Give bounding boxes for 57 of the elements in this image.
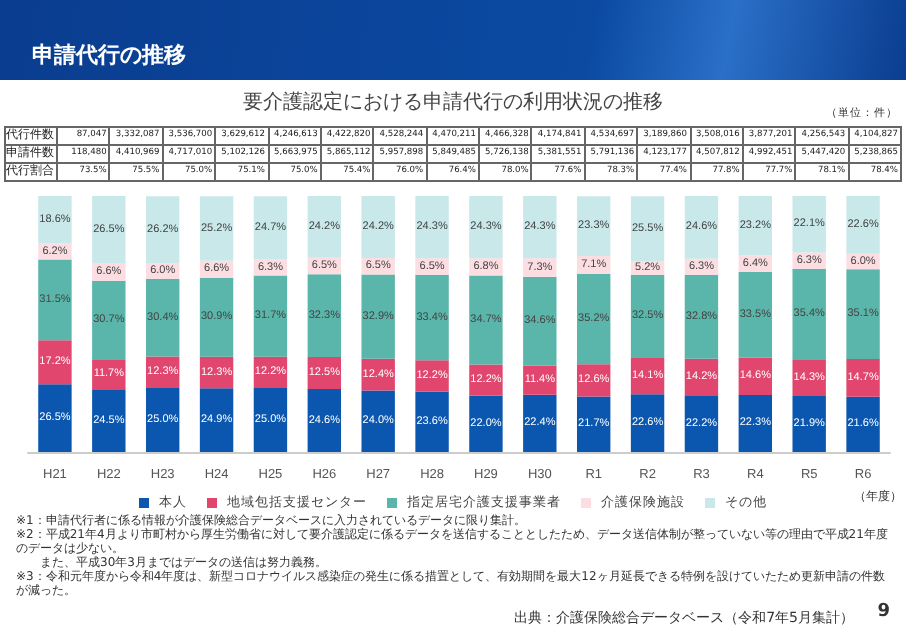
- bar: [523, 365, 557, 395]
- bar: [307, 196, 342, 258]
- bar: [415, 274, 449, 361]
- bar: [38, 196, 72, 244]
- bar: [415, 196, 449, 259]
- bar: [92, 280, 126, 360]
- bar: [846, 396, 880, 452]
- bar: [630, 196, 665, 262]
- bar: [738, 394, 773, 452]
- bar: [415, 360, 449, 392]
- bar: [576, 196, 611, 256]
- chart-title: 申請代行の推移: [32, 40, 186, 70]
- bar: [792, 196, 826, 253]
- bar: [469, 395, 503, 452]
- bar: [145, 278, 180, 357]
- bar: [253, 388, 288, 452]
- bar: [469, 196, 503, 259]
- bar: [415, 391, 449, 452]
- bar: [792, 359, 826, 396]
- bar: [199, 388, 234, 452]
- bar: [145, 196, 180, 264]
- bar: [307, 274, 342, 358]
- bar: [792, 395, 826, 452]
- bar: [792, 268, 826, 360]
- bar: [199, 196, 234, 261]
- bar: [738, 196, 773, 256]
- bar: [38, 259, 72, 341]
- bar: [38, 340, 72, 385]
- bar: [92, 389, 126, 452]
- bar: [253, 275, 288, 357]
- bar: [361, 196, 395, 258]
- bar: [846, 196, 880, 254]
- bar: [846, 269, 880, 360]
- bar: [630, 394, 665, 452]
- bar: [523, 276, 557, 366]
- bar: [576, 274, 611, 365]
- bar: [38, 384, 72, 452]
- bar: [630, 274, 665, 359]
- bar: [684, 196, 719, 259]
- chart-subtitle: 要介護認定における申請代行の利用状況の推移: [243, 92, 663, 114]
- bar: [684, 274, 719, 359]
- bar: [253, 196, 288, 260]
- bar: [469, 364, 503, 396]
- bar: [523, 394, 557, 452]
- text: 9: [877, 602, 890, 622]
- bar: [846, 359, 880, 397]
- bar: [307, 389, 342, 452]
- bar: [361, 390, 395, 452]
- bar: [523, 196, 557, 259]
- bar: [199, 277, 234, 357]
- bar: [684, 395, 719, 452]
- bar: [738, 271, 773, 358]
- bar: [469, 275, 503, 365]
- bar: [145, 388, 180, 452]
- bar: [92, 196, 126, 264]
- bar: [361, 274, 395, 359]
- bar: [576, 396, 611, 452]
